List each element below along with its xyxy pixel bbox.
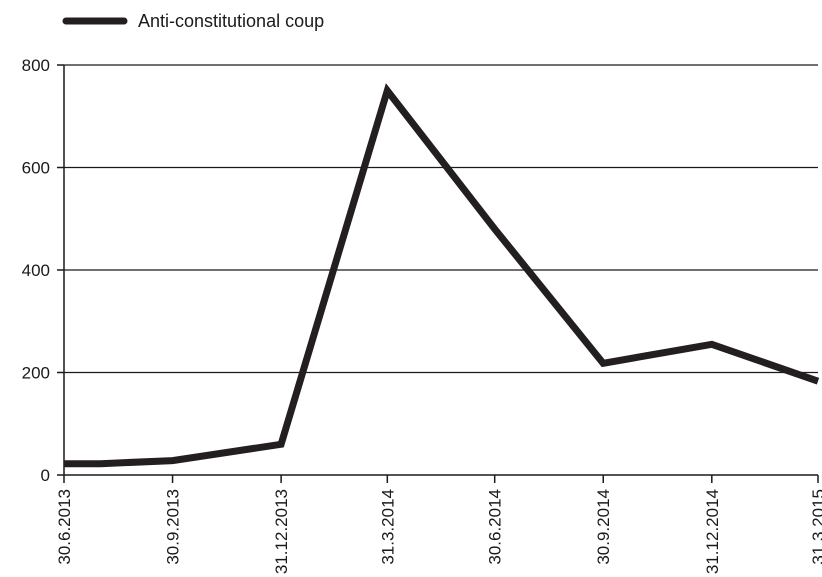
- y-tick-label-800: 800: [22, 56, 50, 75]
- x-tick-label-4: 30.6.2014: [486, 489, 505, 565]
- axes: [57, 64, 819, 483]
- legend-label: Anti-constitutional coup: [138, 11, 324, 31]
- series-line-0: [64, 83, 820, 468]
- legend: Anti-constitutional coup: [62, 11, 324, 31]
- y-tick-label-200: 200: [22, 364, 50, 383]
- x-tick-label-5: 30.9.2014: [594, 489, 613, 565]
- x-tick-label-1: 30.9.2013: [164, 489, 183, 565]
- y-tick-labels: 0 200 400 600 800: [22, 56, 50, 485]
- x-tick-label-0: 30.6.2013: [55, 489, 74, 565]
- gridlines: [64, 64, 818, 374]
- x-tick-label-2: 31.12.2013: [272, 489, 291, 574]
- x-tick-label-3: 31.3.2014: [378, 489, 397, 565]
- x-tick-label-7: 31.3.2015: [809, 489, 822, 565]
- series-layer: [63, 83, 820, 468]
- x-tick-label-6: 31.12.2014: [703, 489, 722, 574]
- y-tick-label-400: 400: [22, 261, 50, 280]
- y-tick-label-600: 600: [22, 159, 50, 178]
- y-tick-label-0: 0: [41, 466, 50, 485]
- x-tick-labels: 30.6.2013 30.9.2013 31.12.2013 31.3.2014 30.…: [55, 489, 822, 574]
